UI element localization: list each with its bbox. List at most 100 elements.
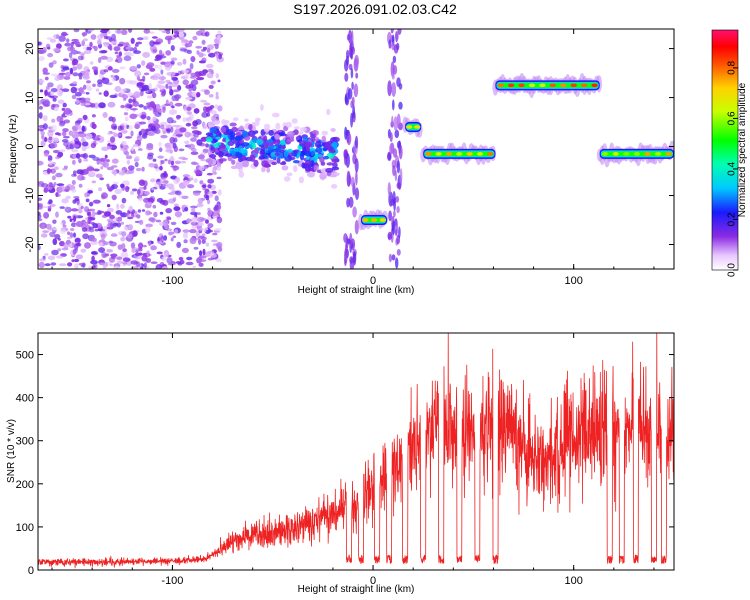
heatmap-cell <box>202 46 207 51</box>
heatmap-cell <box>129 190 135 195</box>
heatmap-cell <box>38 261 45 269</box>
heatmap-cell <box>71 38 79 42</box>
heatmap-cell <box>122 248 127 253</box>
heatmap-cell <box>198 29 206 33</box>
heatmap-cell <box>234 135 243 141</box>
heatmap-cell <box>150 178 156 183</box>
heatmap-cell <box>207 210 214 217</box>
heatmap-cell <box>162 219 168 227</box>
heatmap-cell <box>80 206 84 209</box>
heatmap-cell <box>210 80 216 85</box>
heatmap-cell <box>162 199 169 206</box>
colorbar-tick-label: 0.6 <box>727 111 738 125</box>
heatmap-cell <box>425 152 432 156</box>
heatmap-cell <box>143 244 147 248</box>
heatmap-cell <box>176 115 181 120</box>
heatmap-cell <box>58 35 66 42</box>
heatmap-cell <box>162 131 166 134</box>
heatmap-cell <box>601 152 609 156</box>
heatmap-cell <box>184 42 193 48</box>
heatmap-cell <box>319 172 327 180</box>
heatmap-cell <box>393 210 396 218</box>
heatmap-cell <box>111 116 116 123</box>
heatmap-cell <box>83 50 92 54</box>
heatmap-cell <box>190 221 198 226</box>
heatmap-cell <box>97 39 102 45</box>
heatmap-cell <box>178 32 185 38</box>
heatmap-cell <box>215 73 219 79</box>
heatmap-cell <box>148 82 152 90</box>
heatmap-cell <box>87 29 95 32</box>
heatmap-cell <box>90 34 97 40</box>
heatmap-cell <box>392 165 396 177</box>
heatmap-cell <box>343 149 347 159</box>
heatmap-cell <box>49 38 57 43</box>
heatmap-cell <box>69 131 76 135</box>
heatmap-cell <box>633 152 641 156</box>
heatmap-cell <box>106 131 112 136</box>
heatmap-cell <box>112 181 119 185</box>
heatmap-cell <box>396 160 401 174</box>
heatmap-cell <box>106 249 113 253</box>
heatmap-cell <box>220 134 226 138</box>
heatmap-cell <box>138 242 144 249</box>
heatmap-cell <box>209 127 217 134</box>
heatmap-cell <box>51 118 56 123</box>
y-tick-label: 10 <box>24 91 36 103</box>
heatmap-cell <box>193 78 198 83</box>
heatmap-cell <box>199 180 204 185</box>
heatmap-cell <box>72 159 76 165</box>
heatmap-cell <box>109 214 115 220</box>
heatmap-cell <box>330 184 338 189</box>
heatmap-cell <box>92 83 96 88</box>
heatmap-cell <box>61 131 67 137</box>
heatmap-cell <box>580 83 588 88</box>
heatmap-cell <box>214 195 219 202</box>
heatmap-cell <box>56 183 65 187</box>
heatmap-cell <box>78 76 83 80</box>
heatmap-cell <box>158 29 164 32</box>
heatmap-cell <box>125 103 134 109</box>
heatmap-cell <box>123 97 127 101</box>
heatmap-cell <box>74 263 79 269</box>
heatmap-cell <box>389 132 393 143</box>
spectrogram-frame <box>37 28 675 270</box>
heatmap-cell <box>396 182 401 189</box>
heatmap-cell <box>148 31 155 34</box>
heatmap-cell <box>47 227 54 231</box>
heatmap-cell <box>330 128 336 132</box>
heatmap-cell <box>215 41 220 44</box>
heatmap-cell <box>131 188 138 192</box>
heatmap-cell <box>64 206 70 212</box>
heatmap-cell <box>41 183 48 188</box>
heatmap-cell <box>170 126 174 133</box>
heatmap-cell <box>70 86 78 94</box>
heatmap-cell <box>111 158 119 164</box>
heatmap-cell <box>190 205 198 209</box>
heatmap-cell <box>65 195 71 200</box>
heatmap-cell <box>53 106 59 112</box>
colorbar-tick-label: 0.8 <box>727 61 738 75</box>
heatmap-cell <box>101 77 110 85</box>
heatmap-cell <box>153 73 161 78</box>
heatmap-cell <box>184 131 191 138</box>
heatmap-cell <box>124 185 130 193</box>
heatmap-cell <box>344 248 348 264</box>
heatmap-cell <box>249 154 256 162</box>
heatmap-cell <box>253 159 259 167</box>
heatmap-cell <box>112 222 119 227</box>
heatmap-cell <box>168 231 175 235</box>
heatmap-cell <box>82 221 89 226</box>
heatmap-cell <box>157 80 166 85</box>
heatmap-cell <box>205 242 210 247</box>
heatmap-cell <box>159 165 163 171</box>
heatmap-cell <box>44 152 49 157</box>
heatmap-cell <box>73 196 80 199</box>
heatmap-cell <box>216 176 222 180</box>
heatmap-cell <box>111 165 118 168</box>
heatmap-cell <box>387 151 392 160</box>
heatmap-cell <box>238 170 245 178</box>
heatmap-cell <box>299 140 307 146</box>
heatmap-cell <box>168 101 174 107</box>
heatmap-cell <box>111 169 118 175</box>
